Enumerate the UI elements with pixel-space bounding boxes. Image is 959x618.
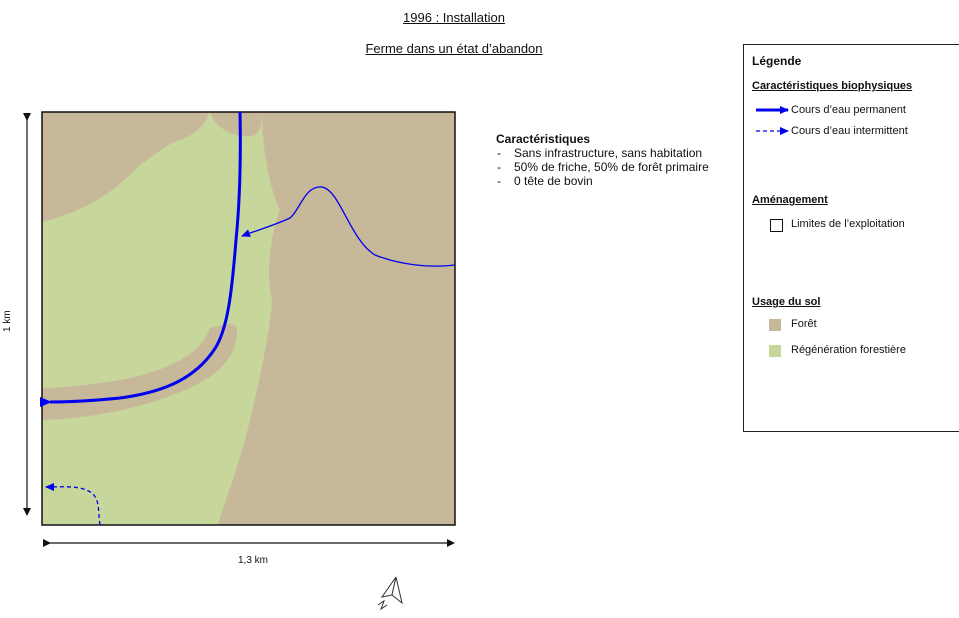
permanent-stream-main bbox=[39, 111, 242, 408]
north-arrow-icon bbox=[368, 575, 408, 618]
legend-title: Légende bbox=[752, 54, 802, 68]
vertical-scale-label: 1 km bbox=[2, 310, 13, 332]
legend-intermittent-stream-label: Cours d’eau intermittent bbox=[791, 125, 908, 137]
horizontal-scale-label: 1,3 km bbox=[238, 555, 269, 566]
characteristics-block: Caractéristiques Sans infrastructure, sa… bbox=[496, 132, 726, 188]
legend-forest-label: Forêt bbox=[791, 318, 817, 330]
map-subtitle: Ferme dans un état d’abandon bbox=[365, 41, 543, 56]
farm-limits-icon bbox=[770, 219, 783, 232]
characteristics-item: Sans infrastructure, sans habitation bbox=[496, 146, 726, 160]
regeneration-area bbox=[42, 112, 280, 525]
characteristics-item: 50% de friche, 50% de forêt primaire bbox=[496, 160, 726, 174]
legend-section-planning: Aménagement bbox=[752, 194, 828, 206]
intermittent-stream bbox=[45, 482, 101, 526]
legend-section-land-use: Usage du sol bbox=[752, 296, 821, 308]
forest-swatch-icon bbox=[769, 319, 781, 331]
farm-boundary bbox=[41, 111, 456, 526]
legend-regeneration-label: Régénération forestière bbox=[791, 344, 906, 356]
map-title: 1996 : Installation bbox=[403, 10, 505, 25]
legend-permanent-stream-label: Cours d’eau permanent bbox=[791, 104, 906, 116]
legend-box: Légende Caractéristiques biophysiques Co… bbox=[743, 44, 959, 432]
characteristics-item: 0 tête de bovin bbox=[496, 174, 726, 188]
regeneration-swatch-icon bbox=[769, 345, 781, 357]
permanent-stream-tributary bbox=[241, 186, 456, 267]
legend-section-biophysical: Caractéristiques biophysiques bbox=[752, 80, 913, 92]
legend-farm-limits-label: Limites de l’exploitation bbox=[791, 218, 905, 230]
farm-map bbox=[39, 111, 456, 526]
characteristics-list: Sans infrastructure, sans habitation 50%… bbox=[496, 146, 726, 188]
characteristics-title: Caractéristiques bbox=[496, 132, 591, 146]
